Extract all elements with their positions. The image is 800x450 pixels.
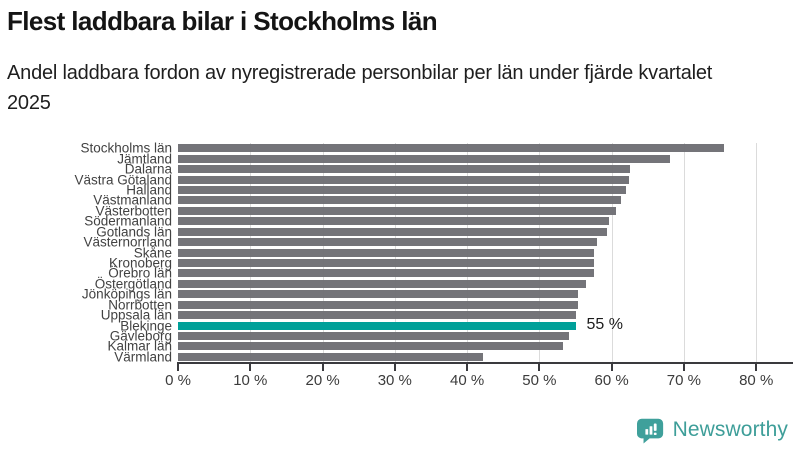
x-tick-label: 40 %: [449, 372, 485, 389]
x-axis-line: [177, 362, 793, 364]
y-label: Västra Götaland: [74, 171, 172, 187]
bar-g-vleborg: [178, 331, 569, 340]
x-tick: [249, 364, 252, 371]
newsworthy-logo-icon: [636, 418, 663, 444]
x-tick: [755, 364, 758, 371]
y-label: Värmland: [114, 349, 172, 365]
brand-name: Newsworthy: [672, 418, 788, 441]
bar-halland: [178, 185, 627, 194]
gridline-60: [611, 143, 613, 362]
y-label: Blekinge: [120, 317, 172, 333]
y-label: Jönköpings län: [81, 286, 172, 302]
bar-kalmar-l-n: [178, 342, 564, 351]
bar-dalarna: [178, 165, 630, 174]
bar--sterg-tland: [178, 279, 587, 288]
y-label: Dalarna: [124, 161, 172, 177]
y-label: Västerbotten: [95, 203, 172, 219]
bar-kronoberg: [178, 258, 595, 267]
x-tick: [466, 364, 469, 371]
y-label: Stockholms län: [80, 140, 172, 156]
bar-gotlands-l-n: [178, 227, 607, 236]
gridline-70: [683, 143, 685, 362]
bar-j-nk-pings-l-n: [178, 290, 579, 299]
bar-stockholms-l-n: [178, 144, 724, 153]
bar-uppsala-l-n: [178, 311, 577, 320]
x-tick: [610, 364, 613, 371]
bar-v-stmanland: [178, 196, 621, 205]
highlight-value-label: 55 %: [586, 315, 623, 333]
y-label: Kronoberg: [108, 255, 172, 271]
y-label: Östergötland: [94, 276, 172, 292]
bar-v-sternorrland: [178, 238, 597, 247]
x-tick: [538, 364, 541, 371]
y-label: Västmanland: [93, 192, 172, 208]
y-label: Örebro län: [108, 265, 172, 281]
brand-footer: Newsworthy: [636, 416, 788, 444]
bar-blekinge: [178, 321, 576, 330]
bar-s-dermanland: [178, 217, 609, 226]
y-label: Uppsala län: [100, 307, 172, 323]
x-tick: [321, 364, 324, 371]
chart-subtitle: Andel laddbara fordon av nyregistrerade …: [7, 62, 713, 115]
x-tick-label: 50 %: [522, 372, 557, 389]
gridline-80: [756, 143, 758, 362]
x-tick: [393, 364, 396, 371]
x-tick-label: 20 %: [305, 372, 340, 389]
bar-j-mtland: [178, 154, 670, 163]
y-label: Norrbotten: [108, 296, 172, 312]
bar-v-stra-g-taland: [178, 175, 629, 184]
bar-sk-ne: [178, 248, 595, 257]
bar--rebro-l-n: [178, 269, 594, 278]
x-tick-label: 10 %: [233, 372, 268, 389]
y-label: Skåne: [133, 244, 172, 260]
x-tick-label: 60 %: [594, 372, 629, 389]
x-tick: [177, 364, 179, 371]
x-tick-label: 0 %: [165, 372, 191, 389]
y-label: Gotlands län: [96, 223, 172, 239]
y-label: Gävleborg: [109, 328, 172, 344]
bar-norrbotten: [178, 300, 578, 309]
plot-area: [178, 143, 792, 362]
bar-v-sterbotten: [178, 206, 616, 215]
x-tick-label: 80 %: [739, 372, 774, 389]
y-label: Halland: [126, 182, 172, 198]
y-label: Västernorrland: [83, 234, 172, 250]
y-label: Jämtland: [117, 150, 172, 166]
x-tick-label: 30 %: [377, 372, 412, 389]
y-axis-labels: Stockholms län Jämtland Dalarna Västra Göta…: [0, 140, 172, 365]
x-tick-label: 70 %: [666, 372, 701, 389]
chart-title: Flest laddbara bilar i Stockholms län: [7, 6, 438, 36]
y-label: Södermanland: [84, 213, 172, 229]
x-tick: [682, 364, 685, 371]
y-label: Kalmar län: [107, 338, 172, 354]
bar-v-rmland: [178, 352, 483, 361]
